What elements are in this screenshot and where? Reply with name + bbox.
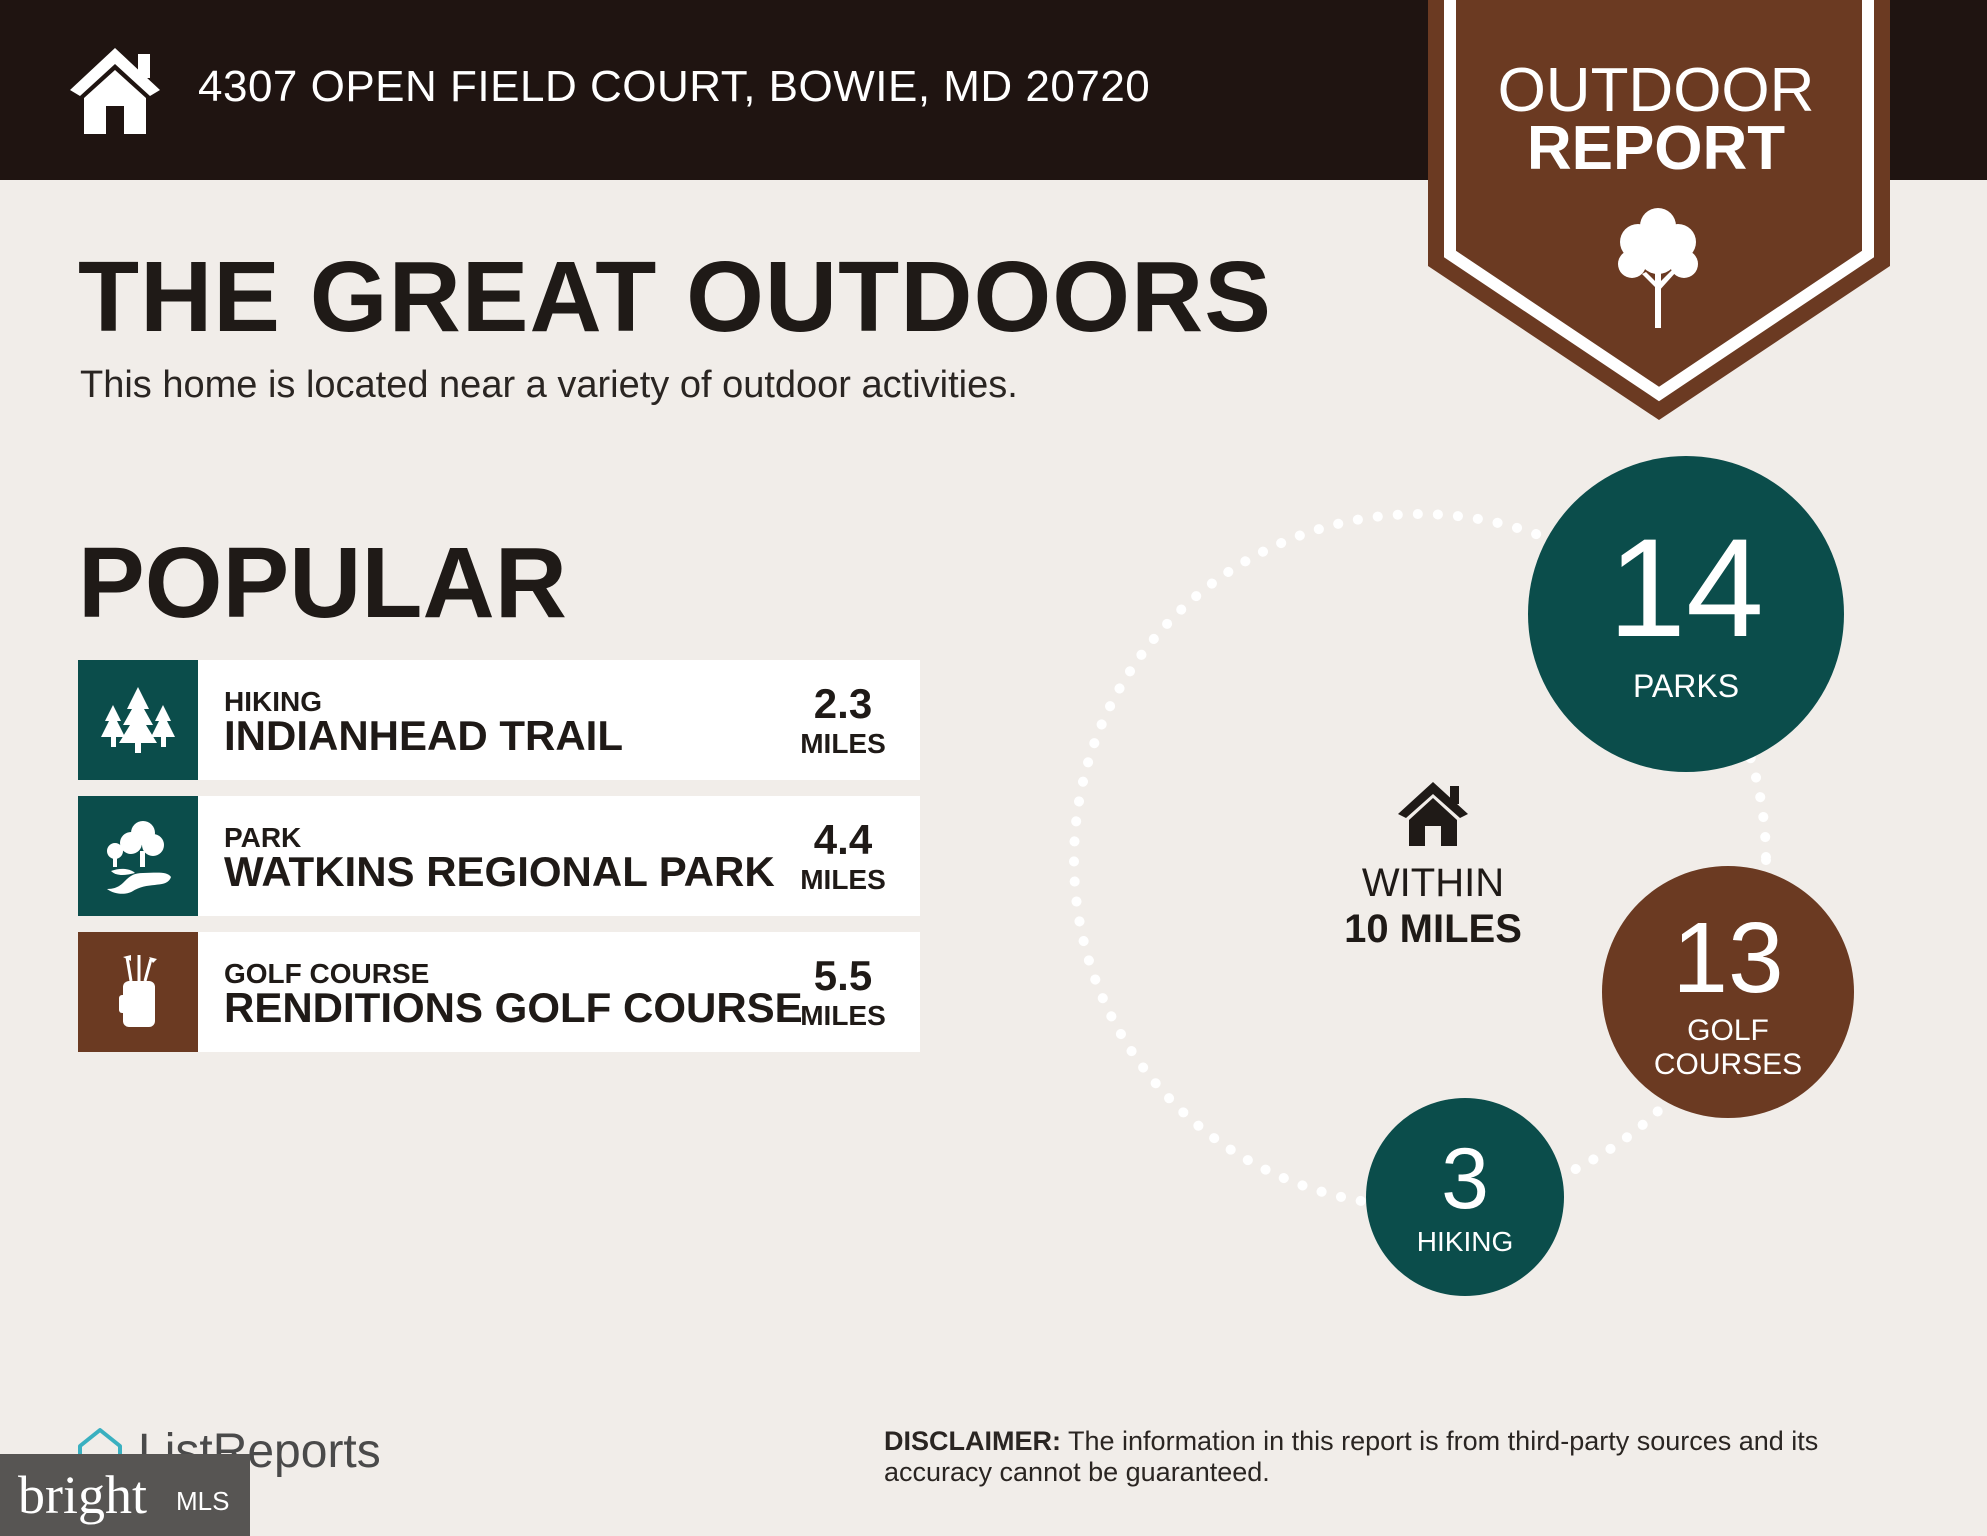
popular-item-park: PARK WATKINS REGIONAL PARK 4.4 MILES — [78, 796, 920, 916]
popular-item-golf: GOLF COURSE RENDITIONS GOLF COURSE 5.5 M… — [78, 932, 920, 1052]
parks-count: 14 — [1608, 509, 1764, 666]
parks-count-circle: 14 PARKS — [1528, 456, 1844, 772]
house-icon — [70, 48, 160, 134]
golf-label-line1: GOLF — [1687, 1014, 1769, 1047]
item-distance-unit: MILES — [800, 864, 886, 895]
within-label: WITHIN 10 MILES — [1332, 860, 1534, 952]
property-address: 4307 OPEN FIELD COURT, BOWIE, MD 20720 — [198, 62, 1151, 111]
disclaimer-text: The information in this report is from t… — [884, 1426, 1819, 1487]
park-tile — [78, 796, 198, 916]
badge-title-line1: OUTDOOR — [1497, 56, 1815, 125]
golf-tile — [78, 932, 198, 1052]
item-distance: 4.4 — [813, 816, 873, 863]
house-icon — [1398, 782, 1468, 846]
park-icon — [107, 821, 171, 894]
golf-count: 13 — [1672, 902, 1784, 1014]
golf-count-circle: 13 GOLF COURSES — [1602, 866, 1854, 1118]
item-distance-unit: MILES — [800, 1000, 886, 1031]
item-name: INDIANHEAD TRAIL — [224, 712, 623, 759]
hiking-tile — [78, 660, 198, 780]
popular-item-hiking: HIKING INDIANHEAD TRAIL 2.3 MILES — [78, 660, 920, 780]
item-category: PARK — [224, 822, 302, 853]
disclaimer-label: DISCLAIMER: — [884, 1426, 1061, 1456]
golf-bag-icon — [119, 955, 157, 1027]
disclaimer: DISCLAIMER: The information in this repo… — [884, 1426, 1904, 1488]
badge-title: OUTDOOR REPORT — [1424, 56, 1888, 183]
item-distance-unit: MILES — [800, 728, 886, 759]
within-line2: 10 MILES — [1344, 907, 1522, 951]
hiking-count-circle: 3 HIKING — [1366, 1098, 1564, 1296]
within-line1: WITHIN — [1361, 861, 1505, 905]
golf-label: GOLF COURSES — [1602, 1014, 1854, 1082]
trees-icon — [101, 687, 175, 753]
item-category: GOLF COURSE — [224, 958, 430, 989]
item-name: RENDITIONS GOLF COURSE — [224, 984, 803, 1031]
hiking-count: 3 — [1441, 1131, 1489, 1227]
item-distance: 2.3 — [813, 680, 873, 727]
page-subtitle: This home is located near a variety of o… — [80, 364, 1018, 406]
bright-mls-logo: bright MLS — [0, 1454, 250, 1536]
item-name: WATKINS REGIONAL PARK — [224, 848, 775, 895]
item-category: HIKING — [224, 686, 322, 717]
bright-mls-word: bright — [18, 1465, 147, 1525]
golf-label-line2: COURSES — [1653, 1048, 1803, 1081]
popular-heading: POPULAR — [78, 527, 567, 639]
parks-label: PARKS — [1632, 668, 1740, 704]
bright-mls-suffix: MLS — [176, 1486, 230, 1516]
page-title: THE GREAT OUTDOORS — [78, 241, 1272, 353]
hiking-label: HIKING — [1416, 1226, 1514, 1257]
tree-icon — [1618, 208, 1698, 328]
badge-title-line2: REPORT — [1526, 114, 1786, 183]
item-distance: 5.5 — [813, 952, 873, 999]
